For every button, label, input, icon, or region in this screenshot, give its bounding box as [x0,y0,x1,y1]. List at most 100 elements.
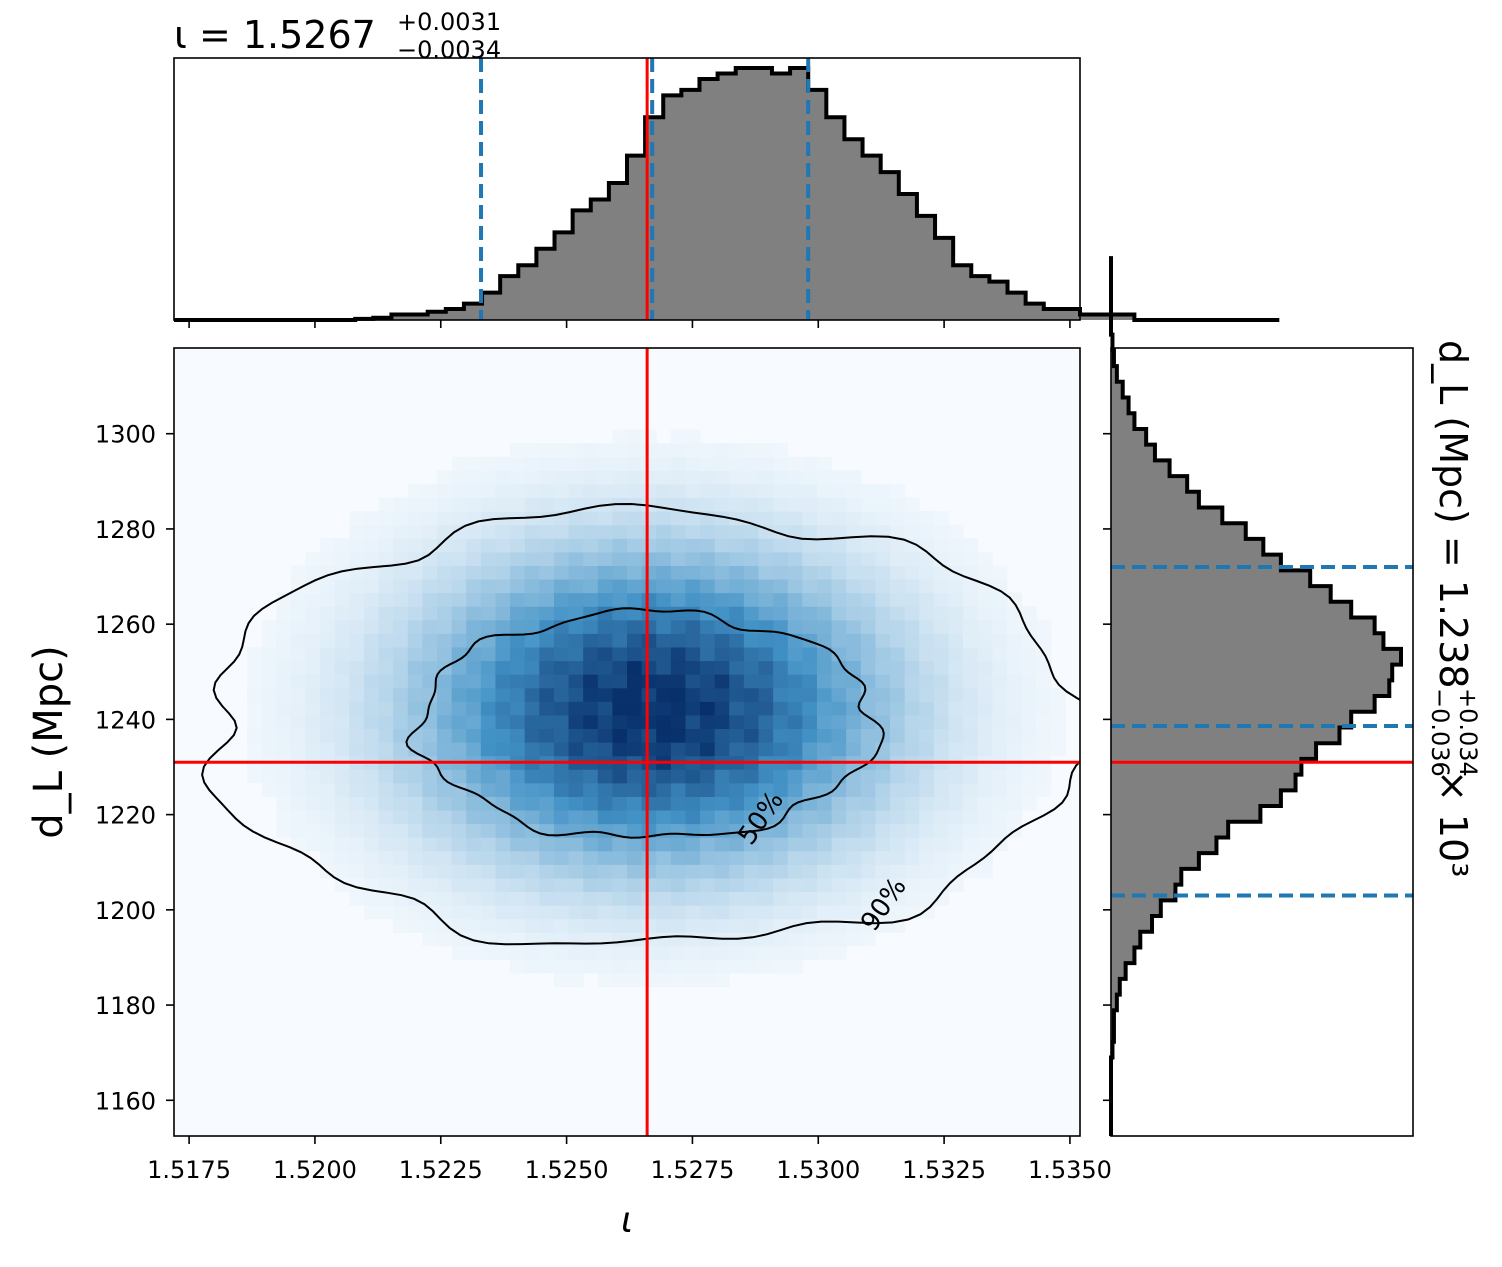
heatmap-cell [451,578,467,594]
heatmap-cell [378,687,394,702]
heatmap-cell [670,796,687,811]
heatmap-cell [831,619,847,634]
heatmap-cell [349,742,365,757]
heatmap-cell [846,524,862,539]
heatmap-cell [495,769,511,784]
heatmap-cell [612,932,628,947]
heatmap-cell [510,959,526,974]
heatmap-cell [714,470,730,485]
right-bar [1111,774,1296,791]
heatmap-cell [305,769,321,784]
heatmap-cell [524,524,540,539]
heatmap-cell [816,905,833,920]
heatmap-cell [539,578,555,594]
heatmap-cell [510,646,526,662]
heatmap-cell [480,511,497,526]
heatmap-cell [334,674,350,689]
heatmap-cell [670,782,687,797]
heatmap-cell [714,660,730,675]
heatmap-cell [685,674,701,689]
heatmap-cell [437,565,453,580]
heatmap-cell [597,483,613,499]
contour-90pct [201,502,1080,946]
top-bar [427,311,447,320]
heatmap-cell [700,918,716,933]
heatmap-cell [539,891,555,906]
heatmap-cell [670,497,687,512]
heatmap-cell [787,728,803,743]
heatmap-cell [247,742,263,757]
heatmap-cell [363,864,380,879]
heatmap-cell [816,687,833,702]
heatmap-cell [656,782,672,797]
heatmap-cell [729,809,745,825]
heatmap-cell [992,728,1008,743]
heatmap-cell [480,769,497,784]
heatmap-cell [729,891,745,906]
heatmap-cell [700,456,716,471]
joint-x-ticks: 1.5175 1.5200 1.5225 1.5250 1.5275 1.5300 1.53… [147,1136,1112,1184]
heatmap-cell [597,945,613,960]
heatmap-cell [261,742,277,757]
heatmap-cell [510,742,526,757]
heatmap-cell [524,918,540,933]
heatmap-cell [963,687,979,702]
heatmap-cell [933,864,950,879]
heatmap-cell [524,674,540,689]
heatmap-cell [480,456,497,471]
heatmap-cell [729,524,745,539]
heatmap-cell [539,443,555,458]
heatmap-cell [685,538,701,553]
heatmap-cell [816,714,833,730]
heatmap-cell [510,864,526,879]
heatmap-cell [904,742,920,757]
heatmap-cell [714,796,730,811]
heatmap-cell [714,972,730,988]
heatmap-cell [451,905,467,920]
heatmap-cell [539,660,555,675]
heatmap-cell [758,742,774,757]
heatmap-cell [334,633,350,648]
heatmap-cell [919,769,935,784]
heatmap-cell [524,782,540,797]
heatmap-cell [977,742,993,757]
x-tick-label: 1.5250 [525,1156,609,1184]
heatmap-cell [977,551,993,566]
joint-panel: 50%90% 1.5175 1.5200 1.5225 1.5250 1.5275 1.5… [26,347,1112,1241]
heatmap-cell [963,864,979,879]
heatmap-cell [568,456,584,471]
heatmap-cell [334,646,350,662]
heatmap-cell [773,674,789,689]
right-bar [1111,931,1141,948]
heatmap-cell [743,578,760,594]
heatmap-cell [1021,701,1037,716]
heatmap-cell [451,619,467,634]
heatmap-cell [466,524,482,539]
heatmap-cell [933,565,950,580]
heatmap-cell [627,877,643,893]
heatmap-cell [378,606,394,621]
heatmap-cell [714,551,730,566]
heatmap-cell [583,905,599,920]
heatmap-cell [524,551,540,566]
heatmap-cell [890,578,906,594]
heatmap-cell [714,538,730,553]
heatmap-cell [466,701,482,716]
heatmap-cell [568,660,584,675]
heatmap-cell [846,714,862,730]
heatmap-cell [363,823,380,838]
heatmap-cell [305,592,321,607]
heatmap-cell [553,972,570,988]
heatmap-cell [700,592,716,607]
heatmap-cell [437,646,453,662]
heatmap-cell [378,905,394,920]
heatmap-cell [641,578,657,594]
heatmap-cell [320,646,336,662]
heatmap-cell [656,483,672,499]
heatmap-cell [349,660,365,675]
x-axis-label: ι [621,1200,633,1241]
heatmap-cell [846,646,862,662]
heatmap-cell [422,524,438,539]
heatmap-cell [904,524,920,539]
heatmap-cell [553,796,570,811]
